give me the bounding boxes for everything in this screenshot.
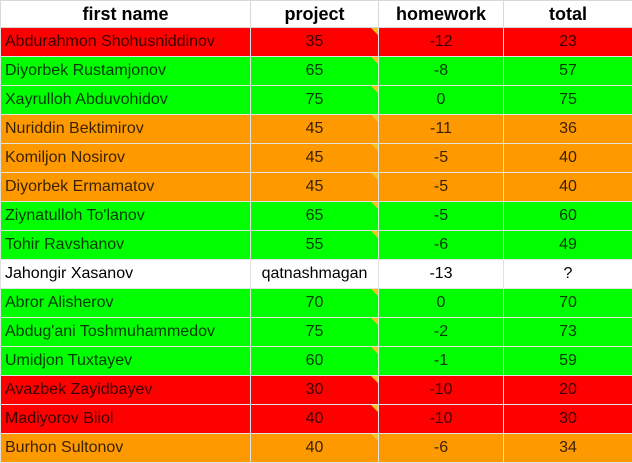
table-row: Ziynatulloh To'lanov 65 -5 60 [0, 201, 632, 231]
name-cell[interactable]: Komiljon Nosirov [0, 143, 251, 173]
table-row: Abror Alisherov 70 0 70 [0, 288, 632, 318]
name-cell[interactable]: Diyorbek Ermamatov [0, 172, 251, 202]
comment-indicator-icon[interactable] [371, 347, 378, 354]
project-cell[interactable]: 45 [250, 172, 379, 202]
comment-indicator-icon[interactable] [371, 115, 378, 122]
comment-indicator-icon[interactable] [371, 376, 378, 383]
homework-cell[interactable]: -12 [378, 27, 504, 57]
comment-indicator-icon[interactable] [371, 289, 378, 296]
name-cell[interactable]: Ziynatulloh To'lanov [0, 201, 251, 231]
homework-cell[interactable]: 0 [378, 85, 504, 115]
homework-cell[interactable]: -11 [378, 114, 504, 144]
total-cell[interactable]: 36 [503, 114, 632, 144]
table-row: Jahongir Xasanov qatnashmagan -13? [0, 259, 632, 289]
total-cell[interactable]: 75 [503, 85, 632, 115]
comment-indicator-icon[interactable] [371, 28, 378, 35]
total-cell[interactable]: 20 [503, 375, 632, 405]
total-cell[interactable]: 34 [503, 433, 632, 463]
table-row: Avazbek Zayidbayev 30 -10 20 [0, 375, 632, 405]
total-cell[interactable]: 70 [503, 288, 632, 318]
table-row: Umidjon Tuxtayev 60 -1 59 [0, 346, 632, 376]
table-row: Nuriddin Bektimirov 45 -11 36 [0, 114, 632, 144]
total-cell[interactable]: 60 [503, 201, 632, 231]
comment-indicator-icon[interactable] [371, 86, 378, 93]
table-row: Tohir Ravshanov 55 -6 49 [0, 230, 632, 260]
column-header-first-name[interactable]: first name [0, 0, 251, 28]
table-row: Abdurahmon Shohusniddinov 35 -12 23 [0, 27, 632, 57]
project-cell[interactable]: 45 [250, 114, 379, 144]
project-cell[interactable]: 60 [250, 346, 379, 376]
name-cell[interactable]: Abdug'ani Toshmuhammedov [0, 317, 251, 347]
project-cell[interactable]: 65 [250, 56, 379, 86]
comment-indicator-icon[interactable] [371, 202, 378, 209]
name-cell[interactable]: Tohir Ravshanov [0, 230, 251, 260]
project-cell[interactable]: qatnashmagan [250, 259, 379, 289]
homework-cell[interactable]: -1 [378, 346, 504, 376]
table-row: Abdug'ani Toshmuhammedov 75 -2 73 [0, 317, 632, 347]
project-cell[interactable]: 40 [250, 433, 379, 463]
table-row: Madiyorov Biiol 40 -10 30 [0, 404, 632, 434]
total-cell[interactable]: 40 [503, 172, 632, 202]
header-row: first name project homework total [0, 0, 632, 28]
project-cell[interactable]: 75 [250, 317, 379, 347]
comment-indicator-icon[interactable] [371, 318, 378, 325]
comment-indicator-icon[interactable] [371, 173, 378, 180]
column-header-project[interactable]: project [250, 0, 379, 28]
homework-cell[interactable]: -2 [378, 317, 504, 347]
name-cell[interactable]: Abdurahmon Shohusniddinov [0, 27, 251, 57]
name-cell[interactable]: Umidjon Tuxtayev [0, 346, 251, 376]
project-cell[interactable]: 75 [250, 85, 379, 115]
column-header-homework[interactable]: homework [378, 0, 504, 28]
name-cell[interactable]: Madiyorov Biiol [0, 404, 251, 434]
homework-cell[interactable]: -10 [378, 375, 504, 405]
name-cell[interactable]: Abror Alisherov [0, 288, 251, 318]
total-cell[interactable]: 59 [503, 346, 632, 376]
name-cell[interactable]: Diyorbek Rustamjonov [0, 56, 251, 86]
total-cell[interactable]: 30 [503, 404, 632, 434]
total-cell[interactable]: 40 [503, 143, 632, 173]
total-cell[interactable]: 23 [503, 27, 632, 57]
project-cell[interactable]: 35 [250, 27, 379, 57]
comment-indicator-icon[interactable] [371, 57, 378, 64]
project-cell[interactable]: 45 [250, 143, 379, 173]
homework-cell[interactable]: -6 [378, 433, 504, 463]
comment-indicator-icon[interactable] [371, 405, 378, 412]
total-cell[interactable]: 73 [503, 317, 632, 347]
homework-cell[interactable]: -13 [378, 259, 504, 289]
name-cell[interactable]: Burhon Sultonov [0, 433, 251, 463]
homework-cell[interactable]: -5 [378, 172, 504, 202]
homework-cell[interactable]: -10 [378, 404, 504, 434]
project-cell[interactable]: 40 [250, 404, 379, 434]
project-cell[interactable]: 65 [250, 201, 379, 231]
comment-indicator-icon[interactable] [371, 231, 378, 238]
name-cell[interactable]: Avazbek Zayidbayev [0, 375, 251, 405]
homework-cell[interactable]: -5 [378, 143, 504, 173]
table-row: Xayrulloh Abduvohidov 75 0 75 [0, 85, 632, 115]
total-cell[interactable]: ? [503, 259, 632, 289]
name-cell[interactable]: Xayrulloh Abduvohidov [0, 85, 251, 115]
homework-cell[interactable]: 0 [378, 288, 504, 318]
total-cell[interactable]: 49 [503, 230, 632, 260]
homework-cell[interactable]: -8 [378, 56, 504, 86]
total-cell[interactable]: 57 [503, 56, 632, 86]
column-header-total[interactable]: total [503, 0, 632, 28]
project-cell[interactable]: 55 [250, 230, 379, 260]
table-row: Diyorbek Rustamjonov 65 -8 57 [0, 56, 632, 86]
comment-indicator-icon[interactable] [371, 144, 378, 151]
project-cell[interactable]: 30 [250, 375, 379, 405]
student-rows: Abdurahmon Shohusniddinov 35 -12 23 Diyorbek… [0, 27, 632, 463]
homework-cell[interactable]: -6 [378, 230, 504, 260]
name-cell[interactable]: Jahongir Xasanov [0, 259, 251, 289]
comment-indicator-icon[interactable] [371, 434, 378, 441]
table-row: Burhon Sultonov 40 -6 34 [0, 433, 632, 463]
name-cell[interactable]: Nuriddin Bektimirov [0, 114, 251, 144]
project-cell[interactable]: 70 [250, 288, 379, 318]
table-row: Diyorbek Ermamatov 45 -5 40 [0, 172, 632, 202]
homework-cell[interactable]: -5 [378, 201, 504, 231]
table-row: Komiljon Nosirov 45 -5 40 [0, 143, 632, 173]
